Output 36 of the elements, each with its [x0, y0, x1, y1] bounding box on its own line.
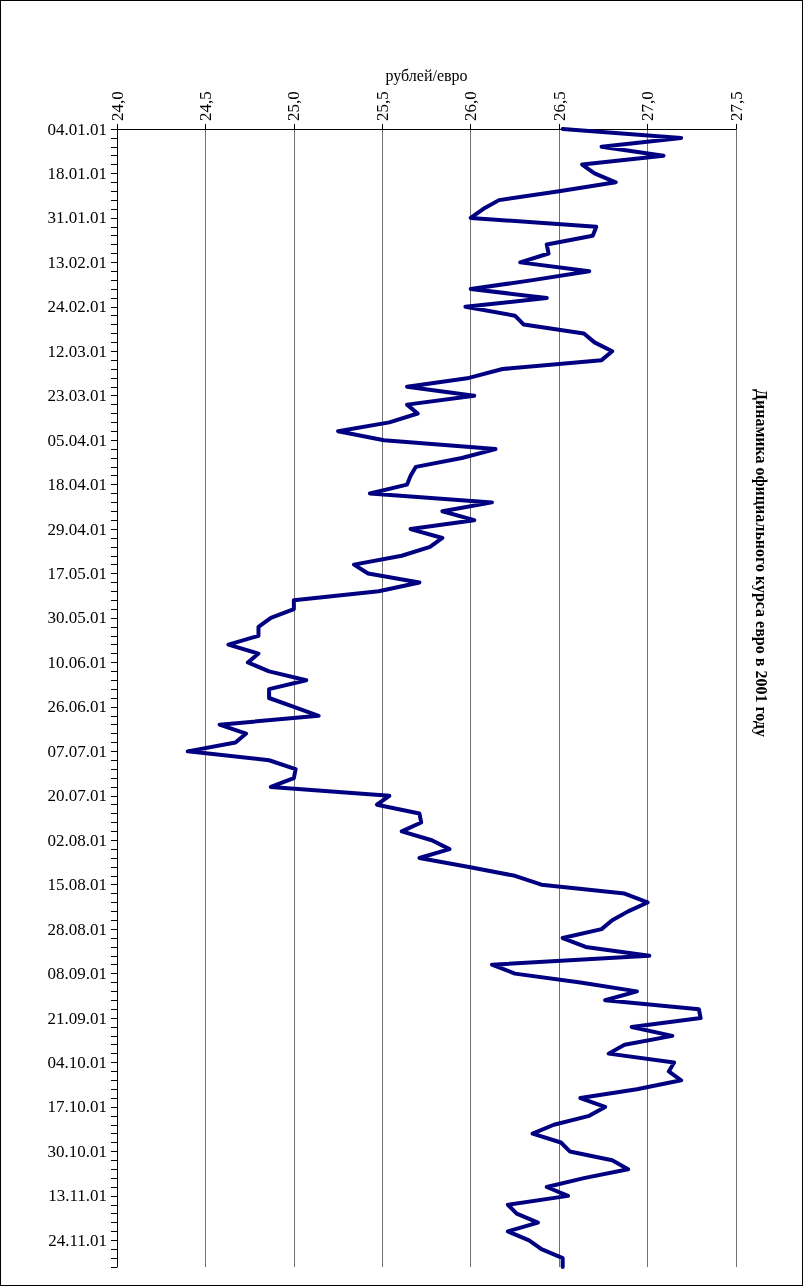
y-tick-label: 12.03.01 — [47, 341, 107, 361]
y-tick-label: 21.09.01 — [47, 1008, 107, 1028]
text: Динамика официального курса евро в 2001 году — [751, 389, 770, 737]
x-tick-label: 25,5 — [372, 91, 392, 121]
x-tick-label: 24,0 — [107, 91, 127, 121]
y-tick-label: 18.04.01 — [47, 475, 107, 495]
y-tick-label: 29.04.01 — [47, 519, 107, 539]
y-tick-label: 17.05.01 — [47, 564, 107, 584]
y-tick-label: 31.01.01 — [47, 208, 107, 228]
y-tick-label: 20.07.01 — [47, 786, 107, 806]
y-tick-label: 13.02.01 — [47, 252, 107, 272]
y-tick-label: 24.02.01 — [47, 297, 107, 317]
y-tick-label: 30.10.01 — [47, 1141, 107, 1161]
x-tick-label: 26,0 — [461, 91, 481, 121]
x-tick-label: 25,0 — [284, 91, 304, 121]
y-tick-label: 10.06.01 — [47, 652, 107, 672]
y-tick-label: 26.06.01 — [47, 697, 107, 717]
y-tick-label: 15.08.01 — [47, 875, 107, 895]
y-tick-label: 23.03.01 — [47, 386, 107, 406]
x-tick-label: 27,0 — [638, 91, 658, 121]
y-tick-label: 30.05.01 — [47, 608, 107, 628]
y-tick-label: 04.10.01 — [47, 1053, 107, 1073]
y-tick-label: 24.11.01 — [48, 1230, 107, 1250]
y-tick-label: 04.01.01 — [47, 119, 107, 139]
x-tick-label: 26,5 — [549, 91, 569, 121]
x-tick-label: 24,5 — [195, 91, 215, 121]
y-tick-label: 17.10.01 — [47, 1097, 107, 1117]
y-tick-label: 08.09.01 — [47, 964, 107, 984]
x-axis-title: рублей/евро — [385, 66, 468, 85]
y-tick-label: 28.08.01 — [47, 919, 107, 939]
x-tick-label: 27,5 — [726, 91, 746, 121]
y-tick-label: 18.01.01 — [47, 163, 107, 183]
y-tick-label: 07.07.01 — [47, 741, 107, 761]
y-tick-label: 13.11.01 — [48, 1186, 107, 1206]
y-tick-label: 02.08.01 — [47, 830, 107, 850]
y-tick-label: 05.04.01 — [47, 430, 107, 450]
